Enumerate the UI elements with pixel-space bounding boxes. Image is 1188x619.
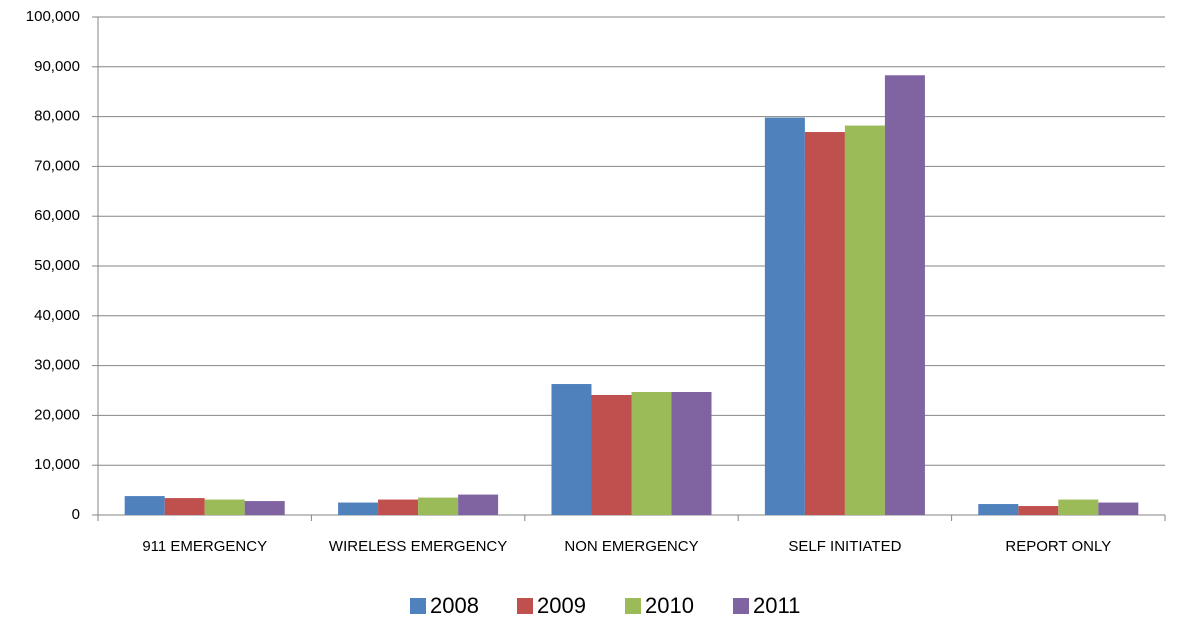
bar [204,499,245,515]
bar [338,502,379,515]
y-tick-label: 10,000 [34,456,80,473]
bar [844,125,885,516]
bar [164,498,205,515]
legend-swatch [733,598,749,614]
legend-swatch [410,598,426,614]
bar [1058,499,1099,515]
bar [591,394,632,515]
legend-swatch [517,598,533,614]
x-tick-label: NON EMERGENCY [564,538,698,555]
y-tick-label: 100,000 [26,8,80,25]
y-tick-label: 20,000 [34,406,80,423]
y-tick-label: 0 [72,506,80,523]
bar [551,384,592,515]
y-tick-label: 90,000 [34,58,80,75]
bar [764,117,805,515]
bar [978,504,1019,515]
bar [1018,506,1059,515]
bar [884,75,925,516]
legend-label: 2011 [753,593,800,618]
y-tick-label: 30,000 [34,357,80,374]
y-tick-label: 50,000 [34,257,80,274]
bar [1098,502,1139,515]
y-tick-label: 40,000 [34,307,80,324]
bar [671,391,712,515]
bar [804,132,845,515]
x-tick-label: 911 EMERGENCY [142,538,267,555]
bar [124,496,165,515]
y-tick-label: 80,000 [34,108,80,125]
bar [458,494,499,515]
legend-label: 2010 [645,593,694,618]
legend-label: 2009 [537,593,586,618]
x-tick-label: SELF INITIATED [788,538,901,555]
bar [631,391,672,515]
bar [418,497,459,515]
y-tick-label: 70,000 [34,157,80,174]
x-tick-label: REPORT ONLY [1005,538,1111,555]
legend-label: 2008 [430,593,479,618]
bar [378,499,419,515]
y-tick-label: 60,000 [34,207,80,224]
legend-swatch [625,598,641,614]
bar [244,501,285,515]
x-tick-label: WIRELESS EMERGENCY [329,538,507,555]
